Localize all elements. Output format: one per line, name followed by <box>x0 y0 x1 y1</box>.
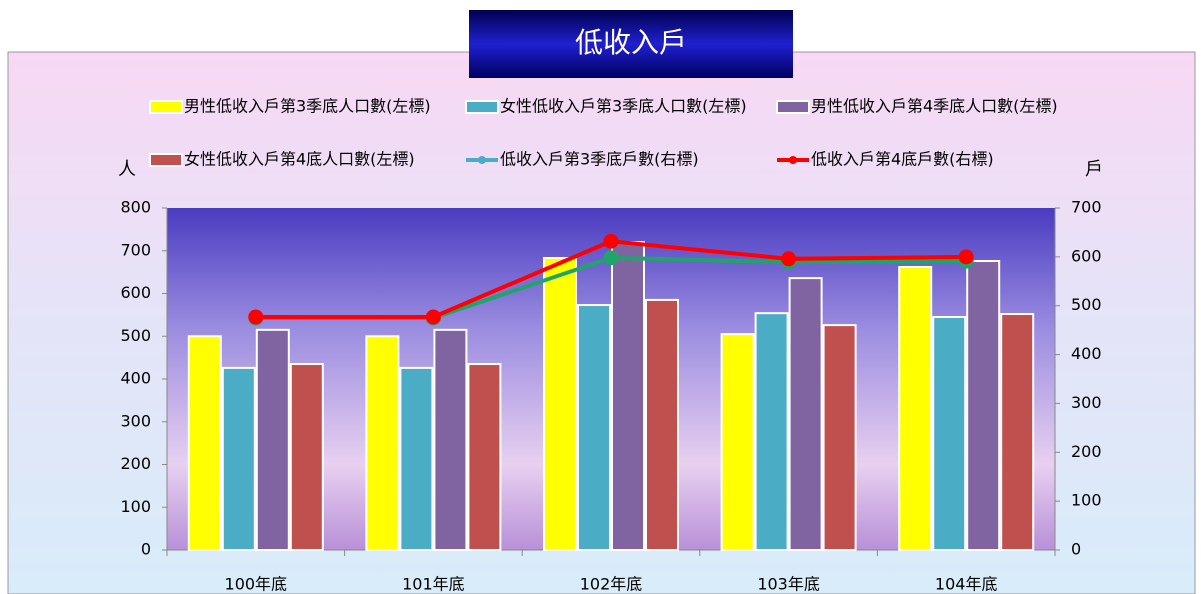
legend-swatch <box>776 100 810 114</box>
bar <box>221 366 256 552</box>
bar <box>720 333 755 551</box>
legend-marker <box>478 156 486 164</box>
legend-swatch <box>465 100 499 114</box>
bar <box>399 366 434 552</box>
x-tick-label: 102年底 <box>580 575 643 594</box>
bar <box>365 335 400 551</box>
chart-title: 低收入戶 <box>575 26 687 59</box>
x-tick-label: 104年底 <box>935 575 998 594</box>
y2-tick-label: 0 <box>1071 540 1081 559</box>
y-tick-label: 600 <box>120 283 151 302</box>
y-tick-label: 500 <box>120 326 151 345</box>
bar <box>898 265 933 551</box>
bar <box>966 260 1001 551</box>
legend-label: 低收入戶第4底戶數(右標) <box>811 150 994 169</box>
y2-tick-label: 700 <box>1071 198 1102 217</box>
y-tick-label: 300 <box>120 411 151 430</box>
y2-axis-label: 戶 <box>1085 159 1103 180</box>
line-marker <box>603 250 619 266</box>
y-tick-label: 100 <box>120 497 151 516</box>
y2-tick-label: 200 <box>1071 442 1102 461</box>
line-marker <box>603 233 619 249</box>
legend-swatch <box>149 153 183 167</box>
bar <box>754 312 789 552</box>
bar <box>932 316 967 552</box>
y-tick-label: 800 <box>120 198 151 217</box>
y2-tick-label: 500 <box>1071 295 1102 314</box>
line-marker <box>958 249 974 265</box>
bar <box>467 363 502 551</box>
title-box <box>469 10 793 78</box>
bar <box>822 324 857 552</box>
x-tick-label: 100年底 <box>225 575 288 594</box>
bar <box>255 328 290 551</box>
bar <box>611 241 645 551</box>
x-tick-label: 103年底 <box>757 575 820 594</box>
legend-label: 女性低收入戶第4底人口數(左標) <box>184 150 415 169</box>
y2-tick-label: 100 <box>1071 491 1102 510</box>
legend-label: 男性低收入戶第4季底人口數(左標) <box>811 97 1058 116</box>
bar <box>289 363 324 551</box>
y-tick-label: 400 <box>120 369 151 388</box>
bar <box>187 335 222 551</box>
legend-label: 男性低收入戶第3季底人口數(左標) <box>184 97 431 116</box>
bar <box>645 298 679 551</box>
x-tick-label: 101年底 <box>402 575 465 594</box>
y2-tick-label: 600 <box>1071 246 1102 265</box>
bar <box>433 328 468 551</box>
line-marker <box>248 309 264 325</box>
legend-label: 女性低收入戶第3季底人口數(左標) <box>500 97 747 116</box>
bar <box>1000 313 1035 551</box>
y-tick-label: 200 <box>120 454 151 473</box>
y2-tick-label: 400 <box>1071 344 1102 363</box>
legend-marker <box>789 156 797 164</box>
legend-swatch <box>149 100 183 114</box>
bar <box>788 277 823 551</box>
y-tick-label: 0 <box>141 540 151 559</box>
bar <box>577 304 611 552</box>
y-axis-label: 人 <box>118 159 136 180</box>
y-tick-label: 700 <box>120 240 151 259</box>
legend-label: 低收入戶第3季底戶數(右標) <box>500 150 699 169</box>
y2-tick-label: 300 <box>1071 393 1102 412</box>
line-marker <box>425 309 441 325</box>
line-marker <box>781 251 797 267</box>
bar <box>543 257 577 551</box>
